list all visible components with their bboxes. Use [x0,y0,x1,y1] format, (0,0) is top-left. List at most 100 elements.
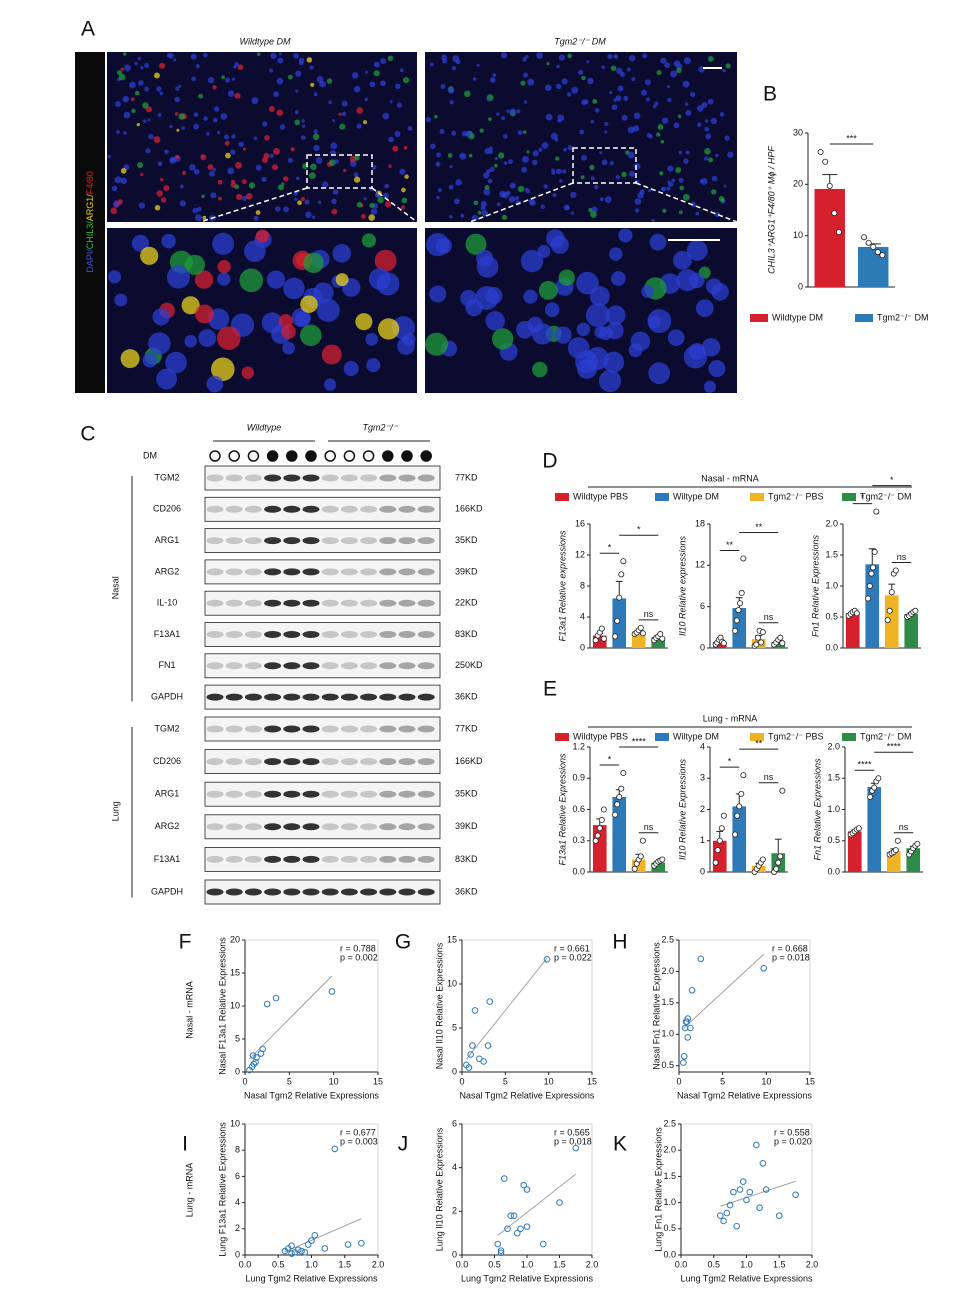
cell [120,349,140,369]
cell [198,329,217,347]
cell [221,75,226,80]
micrograph [425,52,737,222]
cell [460,213,465,218]
data-point [344,1241,352,1248]
cell [147,118,151,122]
cell [544,84,552,92]
data-point [879,252,886,259]
cell [452,55,460,63]
data-point [773,865,780,872]
cell [578,69,584,75]
cell [326,78,333,84]
blot [204,590,441,616]
cell [697,122,702,127]
cell [498,152,505,159]
cell [656,70,662,76]
y-tick-label: 2.0 [827,741,840,751]
cell [152,308,170,326]
zoom-box [572,147,637,184]
data-point [894,837,901,844]
y-tick-label: 1.0 [661,1029,674,1039]
cell [230,179,236,184]
band [398,505,416,513]
dm-marker [362,450,375,462]
cell [627,151,635,159]
cell [389,100,393,104]
band [321,662,339,670]
cell [545,113,553,121]
cell [256,52,261,56]
cell [686,240,708,261]
cell [621,171,627,178]
band [417,505,435,513]
cell [489,77,496,83]
y-tick-label: 20 [230,934,240,944]
cell [588,207,593,213]
cell [176,128,180,132]
cell [425,116,431,123]
cell [521,166,528,173]
cell [580,175,585,180]
cell [165,351,187,374]
data-point [718,825,725,832]
protein-label: TGM2 [154,472,179,482]
band [321,474,339,482]
protein-label: TGM2 [154,723,179,733]
cell [523,100,528,104]
cell [437,188,442,193]
band [340,758,358,766]
band [206,693,224,701]
row-label: Lung - mRNA [184,1163,194,1218]
band [244,725,262,733]
cell [592,98,598,104]
cell [501,116,506,121]
data-point [600,635,607,642]
y-tick-label: 1 [700,835,705,845]
sig-label: * [608,543,612,553]
band [417,537,435,545]
data-point [831,210,838,217]
data-point [620,558,627,565]
cell [120,168,127,174]
cell [550,235,569,254]
y-axis-label: Il10 Relative Expressions [677,758,687,860]
y-tick-label: 0.0 [827,866,840,876]
size-label: 250KD [455,660,483,670]
image-title: Wildtype DM [240,36,291,46]
band [321,568,339,576]
data-point [612,811,619,818]
protein-label: F13A1 [154,854,181,864]
cell [216,326,241,351]
y-tick-label: 6 [235,1171,240,1181]
band [264,790,282,798]
data-point [720,1217,727,1225]
cell [328,100,333,105]
cell [303,252,324,274]
cell [404,174,409,179]
cell [493,163,498,168]
data-point [740,772,747,779]
cell [331,119,335,123]
panel-label: K [613,1133,627,1156]
cell [471,214,479,222]
y-tick-label: 1.5 [663,1171,676,1181]
cell [193,168,200,175]
band [340,725,358,733]
cell [501,214,508,221]
legend-label: Tgm2⁻/⁻ DM [860,731,912,741]
cell [476,63,480,67]
data-point [762,1186,770,1193]
cell [170,157,175,162]
y-axis-label: Lung Fn1 Relative Expressions [653,1127,663,1252]
protein-label: CD206 [153,756,181,766]
y-axis-label: Il10 Relative expressions [677,535,687,636]
cell [195,64,200,69]
cell [434,114,438,119]
data-point [732,627,739,634]
band [340,790,358,798]
cell [447,153,453,158]
cell [715,153,719,158]
cell [613,54,619,59]
cell [683,158,689,164]
cell [563,147,568,152]
